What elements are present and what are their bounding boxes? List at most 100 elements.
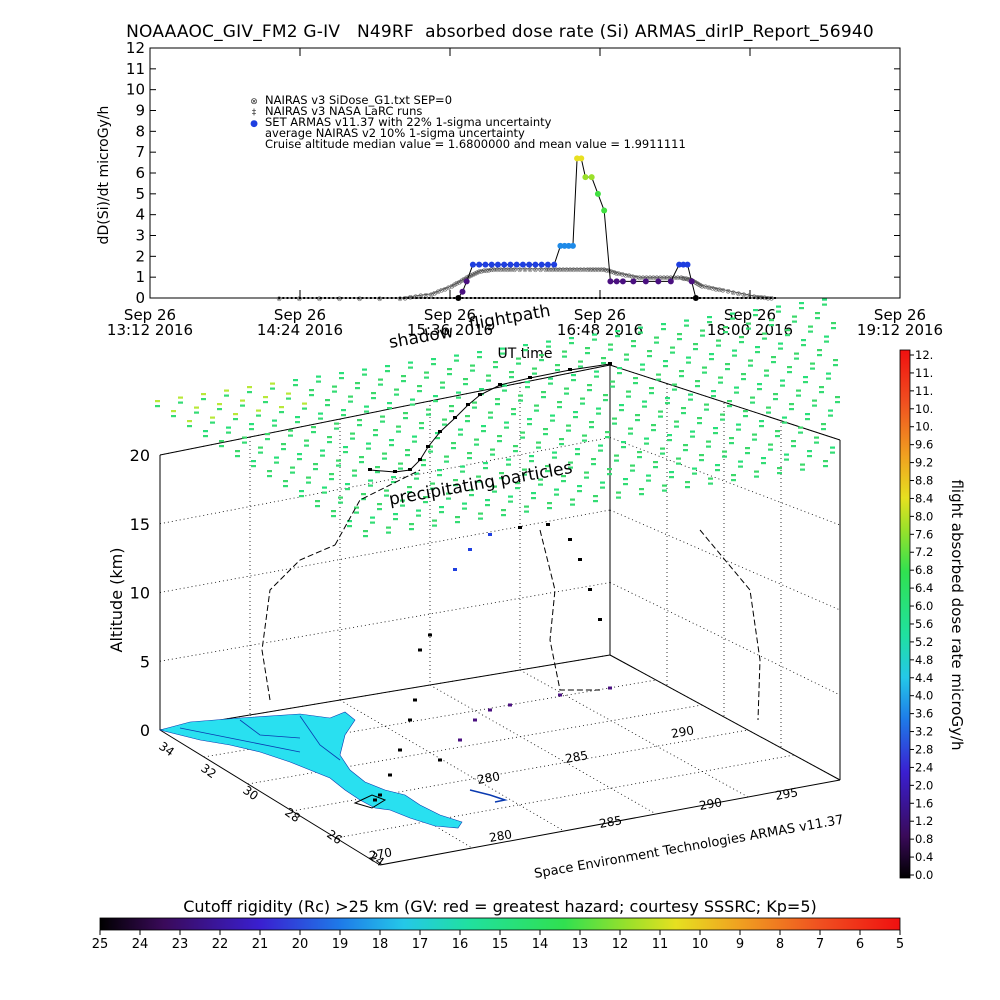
particle-point [810,362,815,365]
series-nairas-point: ⊗ [317,295,323,303]
particle-point [338,501,343,504]
particle-point [739,341,744,344]
colorbar-bottom-tick-label: 14 [532,937,549,952]
particle-point [559,443,564,446]
flightpath [368,362,612,802]
particle-point [826,372,831,375]
baseline-point [732,297,735,299]
particle-point [272,419,277,422]
particle-point [815,312,820,315]
series-armas-point [582,174,589,181]
particle-point [454,359,459,362]
particle-point [297,453,302,456]
baseline-point [415,297,418,299]
particle-point [754,475,759,478]
series-nairas-point: ⊗ [654,274,660,282]
altitude-tick-label: 10 [130,584,150,603]
series-nairas-point: ⊗ [609,268,615,276]
series-nairas-point: ⊗ [637,274,643,282]
colorbar-right-tick-label: 3.2 [915,725,933,739]
particle-point [718,381,723,384]
baseline-point [761,297,764,299]
series-nairas-point: ⊗ [456,278,462,286]
particle-point [755,351,760,354]
particle-point [777,472,782,475]
particle-point [439,511,444,514]
flightpath-point [558,693,562,697]
colorbar-right-tick-label: 8.8 [915,474,933,488]
latitude-tick-label: 26 [324,827,345,847]
particle-point [467,457,472,460]
x-tick-label: Sep 26 [724,306,776,324]
particle-point [621,446,626,449]
series-nairas-point: ⊗ [720,287,726,295]
particle-point [334,422,339,425]
particle-point [235,455,240,458]
particle-point [336,459,341,462]
series-nairas-point: ⊗ [557,266,563,274]
baseline-point [657,297,660,299]
particle-point [794,357,799,360]
particle-point [773,398,778,401]
series-nairas-point: ⊗ [623,271,629,279]
particle-point [437,474,442,477]
particle-point [187,420,192,423]
particle-point [785,329,790,332]
baseline-point [478,297,481,299]
particle-point [564,392,569,395]
series-nairas-point: ⊗ [651,274,657,282]
particle-point [444,455,449,458]
series-nairas-point: ⊗ [680,275,686,283]
particle-point [279,411,284,414]
series-nairas-point: ⊗ [474,269,480,277]
particle-point [709,358,714,361]
particle-point [470,364,475,367]
particle-point [568,461,573,464]
particle-point [570,503,575,506]
particle-point [704,408,709,411]
baseline-point [524,297,526,299]
particle-point [493,366,498,369]
particle-point [780,384,785,387]
particle-point [431,363,436,366]
series-nairas-point: ⊗ [590,266,596,274]
particle-point [621,441,626,444]
particle-point [318,412,323,415]
particle-point [256,414,261,417]
particle-point [552,456,557,459]
particle-point [589,421,594,424]
particle-point [410,403,415,406]
x-tick-label: Sep 26 [274,306,326,324]
y-tick-label: 5 [135,185,145,203]
particle-point [688,398,693,401]
baseline-point [390,297,393,299]
baseline-point [403,297,406,299]
particle-point [352,469,357,472]
particle-point [354,511,359,514]
series-nairas-point: ⊗ [696,280,702,288]
flightpath-point [453,568,457,571]
particle-point [633,382,638,385]
particle-point [423,501,428,504]
particle-point [623,483,628,486]
particle-point [803,381,808,384]
particle-point [226,431,231,434]
particle-point [545,465,550,468]
particle-point [833,364,838,367]
particle-point [601,357,606,360]
series-nairas-point: ⊗ [630,273,636,281]
particle-point [398,462,403,465]
particle-point [469,494,474,497]
particle-point [711,390,716,393]
colorbar-right-tick-label: 2.8 [915,742,933,756]
particle-point [762,337,767,340]
particle-point [509,376,514,379]
particle-point [587,389,592,392]
particle-point [501,509,506,512]
baseline-point [711,297,714,299]
particle-point [731,474,736,477]
particle-point [377,503,382,506]
colorbar-right-tick-label: 2.0 [915,778,933,792]
series-armas-point [557,242,564,249]
particle-point [722,455,727,458]
